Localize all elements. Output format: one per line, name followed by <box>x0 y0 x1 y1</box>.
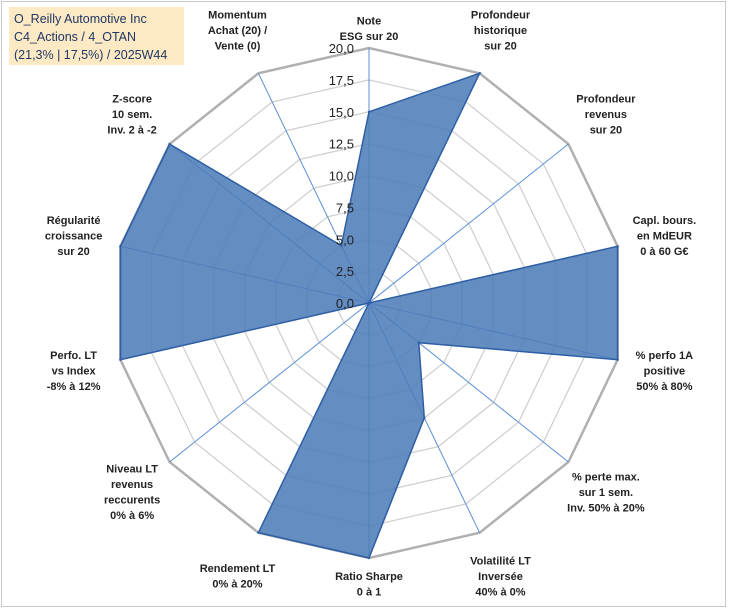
data-point <box>367 301 371 305</box>
axis-label-line: 0 à 1 <box>357 587 381 599</box>
category-line: C4_Actions / 4_OTAN <box>14 30 137 44</box>
radar-tick-labels: 0,0 2,5 5,0 7,5 10,0 12,5 15,0 17,5 20,0 <box>329 41 354 311</box>
axis-label-line: Perfo. LT <box>50 350 97 362</box>
axis-label-line: revenus <box>111 479 153 491</box>
axis-label-line: Niveau LT <box>106 464 158 476</box>
axis-label: % perte max. sur 1 sem. Inv. 50% à 20% <box>567 471 645 514</box>
tick-label: 12,5 <box>329 137 354 152</box>
axis-label-line: Momentum <box>208 10 267 22</box>
data-series-area <box>119 71 619 559</box>
axis-label-line: sur 20 <box>590 125 622 137</box>
axis-label-line: Note <box>357 16 381 28</box>
tick-label: 2,5 <box>336 264 354 279</box>
tick-label: 5,0 <box>336 232 354 247</box>
axis-label: Profondeur revenus sur 20 <box>576 94 636 137</box>
data-point <box>616 245 619 248</box>
axis-spoke <box>169 302 370 463</box>
axis-label: Régularité croissance sur 20 <box>45 215 102 258</box>
axis-label-line: 40% à 0% <box>475 587 525 599</box>
axis-label-line: Ratio Sharpe <box>335 571 403 583</box>
axis-label: Profondeur historique sur 20 <box>471 10 531 53</box>
tick-label: 15,0 <box>329 105 354 120</box>
axis-label-line: Inversée <box>478 571 523 583</box>
axis-label-line: positive <box>644 365 686 377</box>
axis-label-line: revenus <box>585 109 627 121</box>
data-point <box>168 142 171 146</box>
axis-label-line: Inv. 2 à -2 <box>107 125 156 137</box>
axis-label-line: en MdEUR <box>637 231 692 243</box>
data-point <box>340 244 343 247</box>
axis-label-line: 50% à 80% <box>636 381 692 393</box>
axis-label-line: 0% à 6% <box>110 510 154 522</box>
axis-label-line: Capl. bours. <box>633 215 697 227</box>
data-point <box>367 110 371 114</box>
axis-label-line: Volatilité LT <box>470 556 531 568</box>
data-point <box>367 556 371 560</box>
axis-label: Ratio Sharpe 0 à 1 <box>335 571 403 599</box>
axis-label-line: 0% à 20% <box>212 579 262 591</box>
axis-label-line: 0 à 60 G€ <box>640 246 688 258</box>
axis-label-line: sur 20 <box>57 246 89 258</box>
stats-line: (21,3% | 17,5%) / 2025W44 <box>14 48 168 62</box>
axis-label: Perfo. LT vs Index -8% à 12% <box>47 350 101 393</box>
tick-label: 7,5 <box>336 200 354 215</box>
data-point <box>119 358 122 361</box>
radar-axis-labels: Note ESG sur 20 Profondeur historique sur 20… <box>45 10 696 599</box>
axis-label-line: Achat (20) / <box>208 25 267 37</box>
data-point <box>257 531 260 534</box>
data-point <box>478 72 481 75</box>
tick-label: 10,0 <box>329 169 354 184</box>
axis-label-line: % perte max. <box>572 471 640 483</box>
data-point <box>423 416 426 420</box>
data-point <box>417 341 420 344</box>
chart-title-box: O_Reilly Automotive Inc C4_Actions / 4_O… <box>9 7 184 65</box>
axis-label-line: Inv. 50% à 20% <box>567 502 645 514</box>
axis-label-line: Régularité <box>47 215 101 227</box>
axis-label: Note ESG sur 20 <box>340 16 399 44</box>
axis-label: Capl. bours. en MdEUR 0 à 60 G€ <box>633 215 697 258</box>
axis-label: Z-score 10 sem. Inv. 2 à -2 <box>107 94 156 137</box>
axis-label: Niveau LT revenus reccurents 0% à 6% <box>104 464 160 523</box>
axis-label-line: Rendement LT <box>200 563 276 575</box>
axis-label-line: sur 20 <box>484 41 516 53</box>
axis-label-line: sur 1 sem. <box>579 487 633 499</box>
axis-label-line: 10 sem. <box>112 109 152 121</box>
data-point <box>616 358 619 361</box>
tick-label: 0,0 <box>336 296 354 311</box>
axis-label-line: % perfo 1A <box>636 350 694 362</box>
axis-label: Rendement LT 0% à 20% <box>200 563 276 591</box>
axis-label-line: Z-score <box>112 94 152 106</box>
company-name: O_Reilly Automotive Inc <box>14 12 147 26</box>
axis-label: Volatilité LT Inversée 40% à 0% <box>470 556 531 599</box>
radar-series <box>119 71 619 560</box>
axis-label-line: Profondeur <box>471 10 531 22</box>
axis-label-line: -8% à 12% <box>47 381 101 393</box>
axis-spoke <box>368 143 569 304</box>
axis-label: Momentum Achat (20) / Vente (0) <box>208 10 267 53</box>
axis-label-line: Vente (0) <box>215 41 261 53</box>
axis-label-line: Profondeur <box>576 94 636 106</box>
tick-label: 17,5 <box>329 73 354 88</box>
axis-label-line: croissance <box>45 231 102 243</box>
data-point <box>119 245 122 248</box>
axis-label-line: historique <box>474 25 527 37</box>
axis-label: % perfo 1A positive 50% à 80% <box>636 350 694 393</box>
tick-label: 20,0 <box>329 41 354 56</box>
axis-label-line: reccurents <box>104 495 160 507</box>
axis-label-line: ESG sur 20 <box>340 31 399 43</box>
axis-label-line: vs Index <box>52 365 97 377</box>
